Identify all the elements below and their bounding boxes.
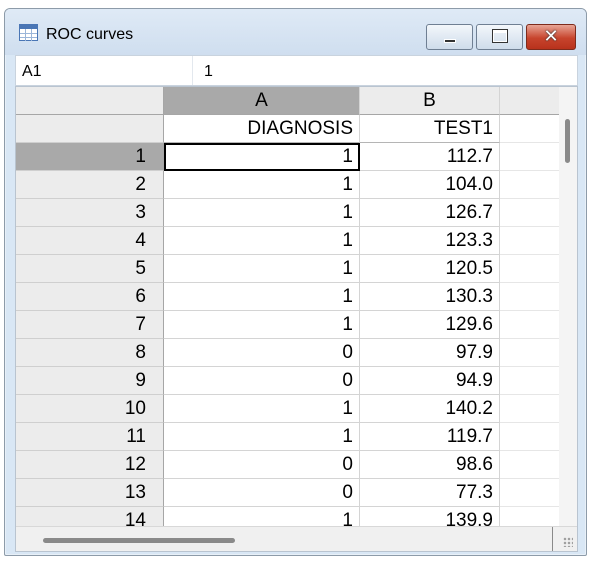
- cell-edit-bar: A1 1: [15, 55, 578, 86]
- cell-empty[interactable]: [500, 283, 560, 311]
- resize-grip-icon[interactable]: [563, 537, 573, 547]
- cell-empty[interactable]: [500, 395, 560, 423]
- cell-empty[interactable]: [500, 423, 560, 451]
- cell-diagnosis[interactable]: 0: [164, 367, 360, 395]
- cell-empty[interactable]: [500, 227, 560, 255]
- cell-test1[interactable]: 140.2: [360, 395, 500, 423]
- cell-test1[interactable]: 129.6: [360, 311, 500, 339]
- table-row: 5 1 120.5: [16, 255, 577, 283]
- cell-test1[interactable]: 123.3: [360, 227, 500, 255]
- cell-diagnosis[interactable]: 1: [164, 171, 360, 199]
- variable-name-a[interactable]: DIAGNOSIS: [164, 115, 360, 143]
- cell-empty[interactable]: [500, 143, 560, 171]
- window-title: ROC curves: [46, 26, 134, 43]
- row-header[interactable]: 13: [16, 479, 164, 507]
- cell-diagnosis[interactable]: 0: [164, 339, 360, 367]
- spreadsheet-icon: [19, 24, 38, 41]
- cell-reference: A1: [22, 63, 42, 80]
- variable-name-c[interactable]: [500, 115, 560, 143]
- row-header[interactable]: 10: [16, 395, 164, 423]
- row-header[interactable]: 3: [16, 199, 164, 227]
- cell-diagnosis[interactable]: 1: [164, 255, 360, 283]
- close-button[interactable]: ✕: [526, 24, 576, 50]
- cell-empty[interactable]: [500, 255, 560, 283]
- cell-test1[interactable]: 97.9: [360, 339, 500, 367]
- spreadsheet-grid: A B DIAGNOSIS TEST1 1 1 112.7 2 1 104.0 3 1 126.…: [15, 86, 578, 552]
- row-header[interactable]: 12: [16, 451, 164, 479]
- cell-test1[interactable]: 120.5: [360, 255, 500, 283]
- cell-diagnosis[interactable]: 1: [164, 143, 360, 171]
- cell-diagnosis[interactable]: 0: [164, 479, 360, 507]
- table-row: 12 0 98.6: [16, 451, 577, 479]
- row-header[interactable]: 6: [16, 283, 164, 311]
- vertical-scroll-thumb[interactable]: [565, 119, 570, 163]
- cell-test1[interactable]: 126.7: [360, 199, 500, 227]
- column-header-b[interactable]: B: [360, 87, 500, 115]
- column-header-row: A B: [16, 87, 577, 115]
- cell-test1[interactable]: 94.9: [360, 367, 500, 395]
- table-row: 9 0 94.9: [16, 367, 577, 395]
- cell-empty[interactable]: [500, 199, 560, 227]
- variable-name-b[interactable]: TEST1: [360, 115, 500, 143]
- row-header[interactable]: 11: [16, 423, 164, 451]
- minimize-button[interactable]: [426, 24, 473, 50]
- cell-test1[interactable]: 130.3: [360, 283, 500, 311]
- column-header-a[interactable]: A: [164, 87, 360, 115]
- vertical-scrollbar[interactable]: [559, 87, 577, 527]
- cell-test1[interactable]: 104.0: [360, 171, 500, 199]
- cell-empty[interactable]: [500, 311, 560, 339]
- row-header[interactable]: 5: [16, 255, 164, 283]
- table-row: 11 1 119.7: [16, 423, 577, 451]
- table-row: 13 0 77.3: [16, 479, 577, 507]
- cell-diagnosis[interactable]: 1: [164, 423, 360, 451]
- column-header-c[interactable]: [500, 87, 560, 115]
- cell-empty[interactable]: [500, 171, 560, 199]
- row-header[interactable]: 9: [16, 367, 164, 395]
- table-row: 6 1 130.3: [16, 283, 577, 311]
- variable-row-header: [16, 115, 164, 143]
- variable-name-row: DIAGNOSIS TEST1: [16, 115, 577, 143]
- cell-empty[interactable]: [500, 479, 560, 507]
- horizontal-scrollbar[interactable]: [16, 526, 577, 551]
- cell-empty[interactable]: [500, 451, 560, 479]
- cell-diagnosis[interactable]: 1: [164, 227, 360, 255]
- cell-diagnosis[interactable]: 1: [164, 199, 360, 227]
- table-row: 2 1 104.0: [16, 171, 577, 199]
- cell-diagnosis[interactable]: 0: [164, 451, 360, 479]
- cell-value-input[interactable]: 1: [204, 63, 213, 80]
- close-icon: ✕: [543, 26, 559, 47]
- table-row: 3 1 126.7: [16, 199, 577, 227]
- horizontal-scroll-thumb[interactable]: [43, 538, 235, 543]
- table-row: 10 1 140.2: [16, 395, 577, 423]
- row-header[interactable]: 4: [16, 227, 164, 255]
- table-row: 8 0 97.9: [16, 339, 577, 367]
- title-bar[interactable]: ROC curves ✕: [5, 9, 586, 55]
- row-header[interactable]: 2: [16, 171, 164, 199]
- cell-diagnosis[interactable]: 1: [164, 283, 360, 311]
- cell-test1[interactable]: 77.3: [360, 479, 500, 507]
- table-row: 7 1 129.6: [16, 311, 577, 339]
- row-header[interactable]: 1: [16, 143, 164, 171]
- table-row: 4 1 123.3: [16, 227, 577, 255]
- cell-test1[interactable]: 112.7: [360, 143, 500, 171]
- cell-empty[interactable]: [500, 339, 560, 367]
- maximize-icon: [492, 29, 508, 43]
- cell-diagnosis[interactable]: 1: [164, 311, 360, 339]
- minimize-icon: [444, 39, 456, 43]
- row-header[interactable]: 7: [16, 311, 164, 339]
- cell-test1[interactable]: 98.6: [360, 451, 500, 479]
- table-row: 1 1 112.7: [16, 143, 577, 171]
- row-header[interactable]: 8: [16, 339, 164, 367]
- cell-test1[interactable]: 119.7: [360, 423, 500, 451]
- maximize-button[interactable]: [476, 24, 523, 50]
- cell-empty[interactable]: [500, 367, 560, 395]
- corner-cell[interactable]: [16, 87, 164, 115]
- cell-diagnosis[interactable]: 1: [164, 395, 360, 423]
